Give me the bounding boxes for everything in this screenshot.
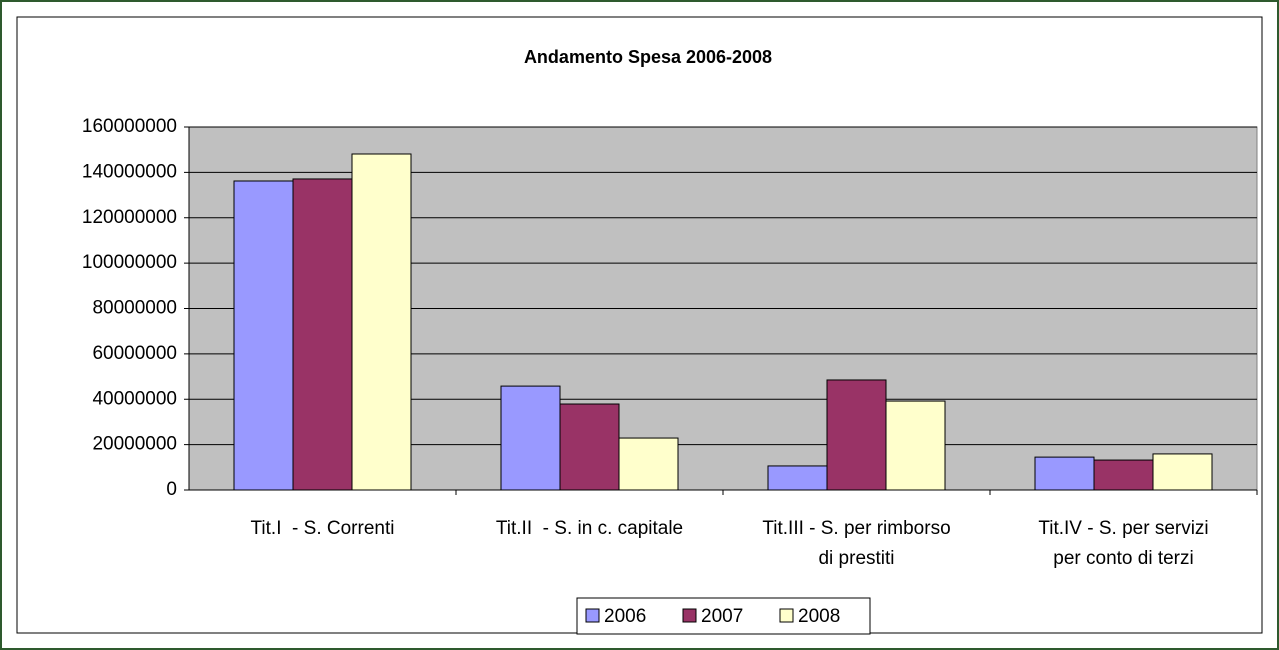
bar [1152, 453, 1213, 491]
legend-swatch [779, 608, 794, 623]
bar [292, 178, 353, 491]
legend-label: 2006 [604, 606, 646, 627]
y-tick-label: 40000000 [92, 388, 177, 409]
y-tick-label: 60000000 [92, 343, 177, 364]
bar [826, 379, 887, 491]
bar [885, 400, 946, 491]
y-tick-label: 120000000 [82, 207, 177, 228]
bar [351, 153, 412, 491]
legend-label: 2007 [701, 606, 743, 627]
legend-box [576, 597, 871, 635]
bar [559, 403, 620, 491]
bar [1034, 456, 1095, 491]
x-tick-label: Tit.II - S. in c. capitale [495, 518, 684, 539]
bar [767, 465, 828, 491]
legend-swatch [682, 608, 697, 623]
x-tick-label: Tit.I - S. Correnti [250, 518, 395, 539]
y-tick-label: 140000000 [82, 161, 177, 182]
x-tick-label: Tit.IV - S. per servizi per conto di ter… [1038, 518, 1209, 569]
bar [618, 437, 679, 491]
y-tick-label: 100000000 [82, 252, 177, 273]
bar [233, 180, 294, 491]
bar [1093, 459, 1154, 491]
legend-swatch [585, 608, 600, 623]
y-tick-label: 20000000 [92, 434, 177, 455]
y-tick-label: 160000000 [82, 116, 177, 137]
chart-title: Andamento Spesa 2006-2008 [524, 47, 772, 67]
y-tick-label: 80000000 [92, 298, 177, 319]
bar [500, 385, 561, 491]
x-tick-label: Tit.III - S. per rimborso di prestiti [762, 518, 951, 569]
legend-label: 2008 [798, 606, 840, 627]
y-tick-label: 0 [166, 479, 177, 500]
